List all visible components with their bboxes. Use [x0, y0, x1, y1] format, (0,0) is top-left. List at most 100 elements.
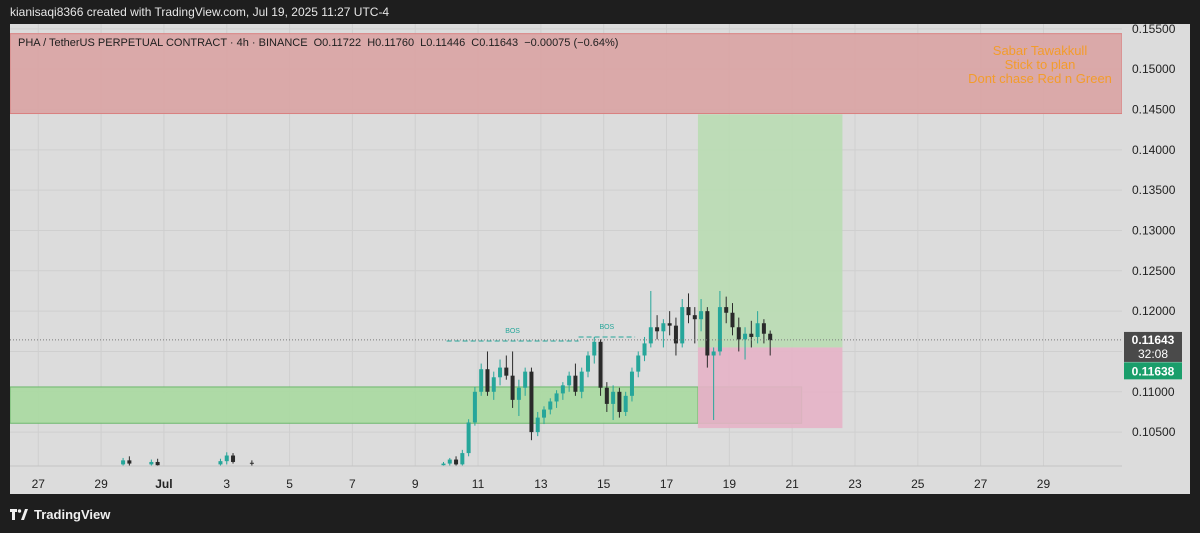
ohlc-close: C0.11643: [471, 37, 519, 49]
candle-body: [655, 327, 660, 332]
x-tick-label: 29: [94, 477, 108, 491]
ohlc-low: L0.11446: [420, 37, 466, 49]
x-tick-label: 13: [534, 477, 548, 491]
candle-body: [523, 371, 528, 388]
candle-body: [231, 455, 236, 462]
annotation-line: Sabar Tawakkull: [993, 43, 1088, 58]
y-tick-label: 0.15500: [1132, 24, 1176, 36]
candle-body: [548, 401, 553, 410]
candle-body: [611, 391, 616, 404]
candle-body: [460, 453, 465, 465]
chart-panel[interactable]: BOS BOS Sabar Tawakkull Stick to plan Dont c…: [10, 24, 1190, 494]
last-price-label: 0.11643: [1132, 333, 1175, 347]
candle-body: [498, 367, 503, 378]
candle-body: [573, 375, 578, 392]
candle-body: [705, 311, 710, 356]
candle-body: [711, 351, 716, 356]
x-tick-label: 3: [223, 477, 230, 491]
candle-body: [768, 333, 773, 341]
y-tick-label: 0.10500: [1132, 425, 1176, 439]
y-tick-label: 0.14000: [1132, 143, 1176, 157]
supply-zone: [10, 33, 1123, 115]
x-tick-label: 21: [785, 477, 799, 491]
candle-body: [567, 375, 572, 386]
symbol-name: PHA / TetherUS PERPETUAL CONTRACT · 4h ·…: [18, 37, 308, 49]
candle-body: [623, 395, 628, 412]
x-tick-label: 7: [349, 477, 356, 491]
candle-body: [761, 323, 766, 334]
x-tick-label: 19: [723, 477, 737, 491]
candle-body: [454, 459, 459, 465]
candle-body: [673, 325, 678, 344]
x-tick-label: 25: [911, 477, 925, 491]
candle-body: [730, 312, 735, 328]
candle-body: [604, 387, 609, 404]
x-tick-label: 9: [412, 477, 419, 491]
entry-price-label: 0.11638: [1132, 364, 1175, 378]
candle-body: [724, 307, 729, 313]
candle-body: [485, 369, 490, 392]
candle-body: [249, 462, 254, 464]
candle-body: [755, 323, 760, 337]
price-axis: [1122, 24, 1190, 494]
bos-label: BOS: [599, 324, 614, 331]
x-tick-label: 29: [1037, 477, 1051, 491]
bos-label: BOS: [505, 328, 520, 335]
candle-body: [667, 323, 672, 326]
candle-body: [592, 341, 597, 356]
candle-body: [121, 460, 126, 465]
y-tick-label: 0.13500: [1132, 183, 1176, 197]
candle-body: [447, 459, 452, 464]
candle-body: [648, 327, 653, 344]
x-tick-label: 5: [286, 477, 293, 491]
annotation-line: Dont chase Red n Green: [968, 71, 1112, 86]
candle-body: [155, 461, 160, 466]
ohlc-open: O0.11722: [313, 37, 362, 49]
candle-body: [579, 371, 584, 392]
y-tick-label: 0.11000: [1132, 385, 1175, 399]
candle-body: [529, 371, 534, 433]
candle-body: [743, 333, 748, 340]
candle-body: [127, 460, 132, 464]
x-tick-label: 27: [32, 477, 46, 491]
candle-body: [218, 461, 223, 465]
tradingview-logo-text: TradingView: [34, 507, 111, 522]
candle-body: [149, 461, 154, 465]
candle-body: [560, 385, 565, 394]
candle-body: [585, 355, 590, 372]
candle-body: [661, 323, 666, 332]
y-tick-label: 0.14500: [1132, 102, 1176, 116]
candle-body: [535, 417, 540, 433]
ohlc-change: −0.00075 (−0.64%): [524, 37, 619, 49]
candle-body: [479, 369, 484, 392]
attribution-bar: kianisaqi8366 created with TradingView.c…: [0, 0, 1200, 24]
candle-body: [466, 422, 471, 454]
candle-body: [554, 393, 559, 402]
y-tick-label: 0.15000: [1132, 62, 1176, 76]
candle-body: [542, 409, 547, 418]
entry-price-label-bg: [1124, 362, 1182, 380]
candle-body: [224, 455, 229, 462]
tradingview-logo[interactable]: TradingView: [10, 507, 110, 522]
candle-body: [636, 355, 641, 372]
candle-body: [504, 367, 509, 376]
demand-zone: [10, 386, 803, 424]
candle-body: [598, 341, 603, 388]
candle-body: [749, 333, 754, 337]
x-tick-label: 23: [848, 477, 862, 491]
target-zone: [697, 114, 843, 348]
symbol-legend: PHA / TetherUS PERPETUAL CONTRACT · 4h ·…: [18, 37, 621, 49]
candle-body: [692, 315, 697, 320]
stop-zone: [697, 347, 843, 429]
footer-bar: TradingView: [0, 494, 1200, 533]
countdown-label: 32:08: [1138, 347, 1168, 361]
candle-body: [629, 371, 634, 396]
candle-body: [516, 387, 521, 400]
x-tick-label: 15: [597, 477, 611, 491]
candle-body: [686, 307, 691, 316]
annotation-line: Stick to plan: [1005, 57, 1076, 72]
attribution-text: kianisaqi8366 created with TradingView.c…: [10, 5, 390, 19]
candle-body: [642, 343, 647, 356]
